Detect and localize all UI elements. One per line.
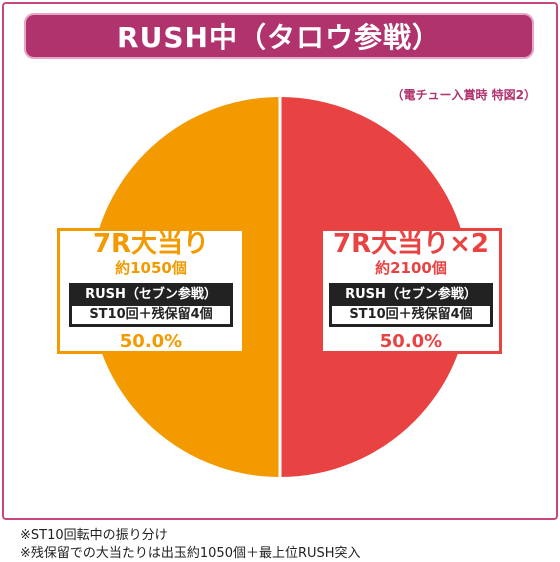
slice-label-box-7r-x2: 7R大当り×2 約2100個 RUSH（セブン参戦） ST10回＋残保留4個 5… [320,228,502,354]
slice-label-7r: 7R大当り [92,229,210,259]
chart-note: （電チュー入賞時 特図2） [391,88,536,102]
slice-label-7r-x2: 7R大当り×2 [333,229,489,259]
st-tag: ST10回＋残保留4個 [72,306,230,324]
footnote: ※ST10回転中の振り分け [20,528,168,543]
slice-tags-7r-x2: RUSH（セブン参戦） ST10回＋残保留4個 [329,283,493,327]
slice-pct-7r-x2: 50.0% [379,331,443,352]
slice-sub-7r-x2: 約2100個 [375,259,447,277]
footnote: ※残保留での大当たりは出玉約1050個＋最上位RUSH突入 [20,546,361,561]
st-tag: ST10回＋残保留4個 [332,306,490,324]
slice-label-box-7r: 7R大当り 約1050個 RUSH（セブン参戦） ST10回＋残保留4個 50.… [57,228,245,354]
slice-tags-7r: RUSH（セブン参戦） ST10回＋残保留4個 [69,283,233,327]
rush-tag: RUSH（セブン参戦） [85,287,217,302]
slice-sub-7r: 約1050個 [115,259,187,277]
slice-pct-7r: 50.0% [119,331,183,352]
page-title: RUSH中（タロウ参戦） [24,13,534,59]
rush-tag: RUSH（セブン参戦） [345,287,477,302]
